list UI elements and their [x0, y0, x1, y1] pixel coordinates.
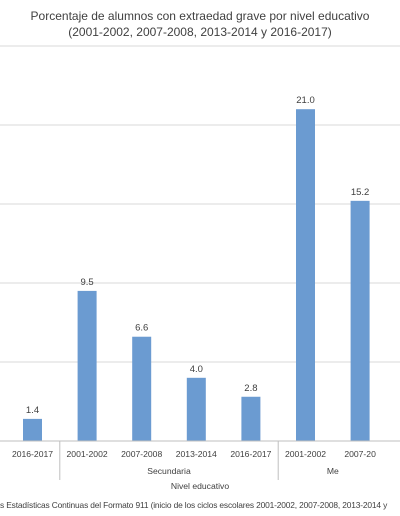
category-tick-label: 2001-2002: [285, 449, 326, 459]
x-axis-title: Nivel educativo: [171, 481, 229, 491]
bar: [23, 418, 42, 441]
bars: [23, 109, 370, 441]
group-label: Secundaria: [147, 466, 191, 476]
group-label: Me: [327, 466, 339, 476]
bar: [296, 109, 315, 441]
bar: [241, 396, 261, 441]
x-axis: 2013-20142016-20172001-20022007-20082013…: [0, 440, 400, 480]
category-tick-label: 2013-2014: [176, 449, 217, 459]
gridlines: [0, 45, 400, 363]
bar: [186, 377, 206, 441]
data-labels: 2.91.49.56.64.02.821.015.2: [26, 95, 370, 416]
data-label: 1.4: [26, 405, 39, 416]
data-label: 6.6: [135, 323, 148, 334]
category-tick-label: 2016-2017: [230, 449, 271, 459]
bar: [132, 336, 152, 441]
data-label: 9.5: [80, 277, 93, 288]
category-tick-label: 2007-2008: [121, 449, 162, 459]
category-tick-label: 2001-2002: [67, 449, 108, 459]
source-note: s Estadísticas Continuas del Formato 911…: [0, 500, 388, 510]
bar: [77, 290, 97, 441]
bar: [350, 200, 370, 441]
category-tick-label: 2007-20: [344, 449, 376, 459]
data-label: 15.2: [351, 187, 370, 198]
category-tick-label: 2016-2017: [12, 449, 53, 459]
data-label: 4.0: [190, 364, 203, 375]
chart-title: Porcentaje de alumnos con extraedad grav…: [31, 9, 370, 23]
chart-subtitle: (2001-2002, 2007-2008, 2013-2014 y 2016-…: [68, 25, 332, 39]
data-label: 21.0: [296, 95, 315, 106]
bar-chart: 2.91.49.56.64.02.821.015.2 2013-20142016…: [0, 9, 400, 491]
data-label: 2.8: [244, 383, 257, 394]
